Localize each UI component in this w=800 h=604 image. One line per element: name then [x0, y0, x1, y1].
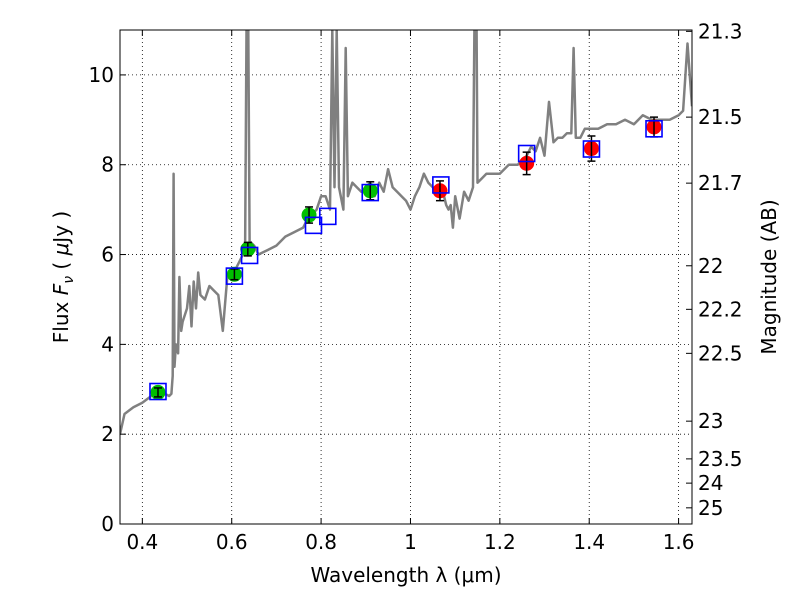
model-square-marker	[582, 140, 601, 158]
x-tick-label: 1.6	[663, 530, 695, 554]
y2-tick-label: 22.5	[698, 341, 743, 365]
x-axis-label: Wavelength λ (μm)	[310, 563, 501, 587]
x-tick-label: 0.6	[216, 530, 248, 554]
y-tick-label: 10	[89, 63, 114, 87]
y-tick-label: 6	[101, 243, 114, 267]
model-square-marker	[517, 144, 536, 163]
model-square-marker	[304, 216, 323, 235]
y2-tick-label: 22	[698, 254, 723, 278]
model-square-marker	[225, 267, 244, 285]
x-tick-label: 1	[404, 530, 417, 554]
model-square-marker	[432, 176, 450, 194]
y2-tick-label: 21.7	[698, 171, 743, 195]
x-tick-label: 1.2	[484, 530, 516, 554]
y-tick-label: 0	[101, 512, 114, 536]
y2-tick-label: 25	[698, 496, 723, 520]
x-tick-label: 1.4	[573, 530, 605, 554]
model-square-marker	[645, 120, 663, 138]
axis-ticks: 0.4 0.6 0.8 1 1.2 1.4 1.6024681021.321.521.722…	[89, 19, 743, 554]
model-square-marker	[240, 246, 259, 265]
grid	[120, 30, 692, 524]
y-tick-label: 8	[101, 153, 114, 177]
x-tick-label: 0.8	[305, 530, 337, 554]
y2-axis-label: Magnitude (AB)	[757, 199, 781, 354]
y2-tick-label: 23	[698, 409, 723, 433]
y2-tick-label: 21.3	[698, 19, 743, 43]
model-square-marker	[149, 382, 167, 401]
y-axis-label: Flux Fν ( μJy )	[49, 211, 77, 343]
y-tick-label: 4	[101, 332, 114, 356]
y2-tick-label: 21.5	[698, 105, 743, 129]
y-tick-label: 2	[101, 422, 114, 446]
plot-frame	[119, 29, 693, 525]
model-square-marker	[318, 207, 337, 226]
y2-tick-label: 24	[698, 471, 723, 495]
photometry-points	[149, 116, 663, 401]
x-tick-label: 0.4	[126, 530, 158, 554]
y2-tick-label: 23.5	[698, 447, 743, 471]
y2-tick-label: 22.2	[698, 297, 743, 321]
model-square-marker	[361, 183, 380, 202]
